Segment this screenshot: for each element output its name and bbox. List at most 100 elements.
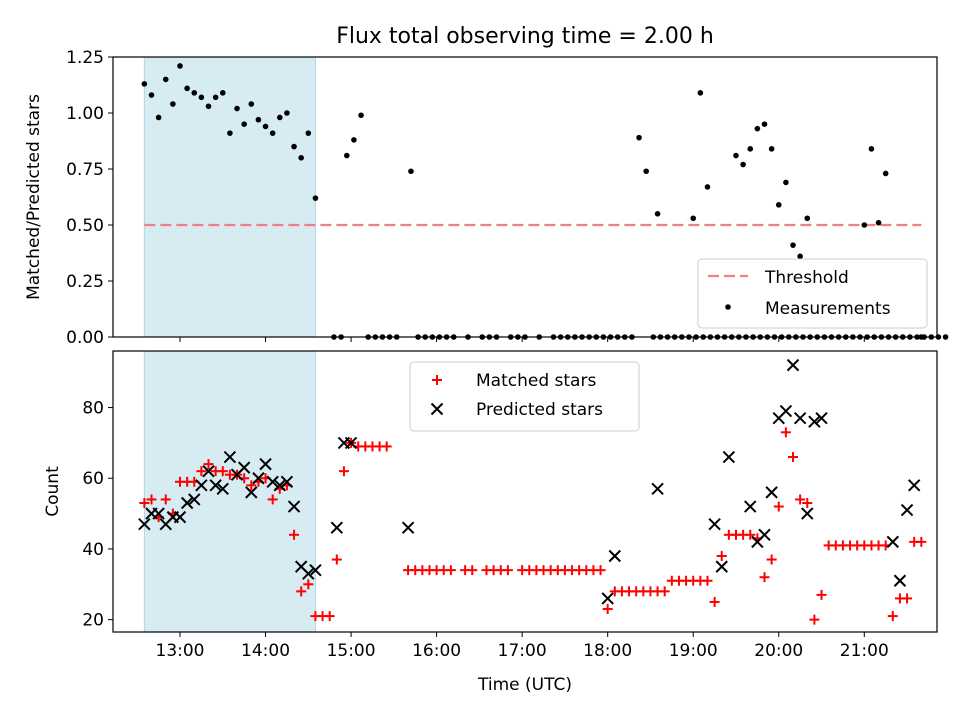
measurement-point [276, 114, 283, 121]
predicted-star-marker [273, 479, 287, 492]
matched-star-marker [802, 497, 813, 508]
measurement-point [358, 112, 364, 119]
matched-star-marker [595, 565, 606, 576]
top-axes-frame [112, 56, 938, 338]
predicted-star-marker [330, 521, 344, 534]
legend-predicted-label: Predicted stars [476, 400, 603, 420]
measurement-point [942, 334, 949, 340]
measurement-point [262, 123, 269, 130]
measurement-point [804, 215, 811, 222]
measurement-point [643, 168, 649, 175]
x-tick-label: 21:00 [840, 641, 889, 661]
measurement-point [198, 94, 205, 101]
observing-interval-shade [143, 56, 316, 338]
top-legend: Threshold Measurements [697, 258, 928, 329]
bottom-y-axis-label: Count [43, 466, 63, 517]
predicted-star-marker [715, 560, 728, 573]
predicted-star-marker [886, 535, 900, 549]
x-tick-label: 20:00 [754, 641, 803, 661]
predicted-star-marker [138, 517, 151, 531]
y-tick-label: 1.00 [66, 104, 104, 124]
x-tick-label: 15:00 [327, 641, 376, 661]
predicted-star-marker [237, 461, 251, 474]
predicted-star-marker [907, 479, 921, 492]
predicted-star-marker [779, 404, 793, 418]
predicted-star-marker [202, 464, 215, 478]
legend-predicted-swatch [430, 402, 444, 416]
predicted-star-marker [216, 482, 229, 496]
predicted-star-marker [808, 415, 821, 428]
matched-star-marker [196, 466, 207, 477]
predicted-star-marker [900, 503, 914, 517]
measurement-point [690, 215, 697, 222]
y-tick-label: 1.25 [66, 48, 104, 68]
y-tick-label: 60 [82, 469, 104, 489]
predicted-star-marker [245, 486, 258, 499]
measurement-point [861, 222, 868, 228]
predicted-star-marker [608, 549, 622, 563]
measurement-point [654, 211, 661, 217]
matched-star-marker [381, 441, 392, 452]
legend-threshold-label: Threshold [764, 268, 849, 288]
measurement-point [343, 152, 350, 159]
matched-star-marker [602, 604, 613, 615]
measurement-point [636, 134, 642, 141]
matched-star-marker [296, 586, 307, 597]
measurement-point [177, 63, 183, 69]
predicted-star-marker [259, 457, 272, 471]
matched-star-marker [773, 501, 784, 512]
matched-star-marker [745, 529, 756, 540]
matched-star-marker [267, 494, 278, 505]
legend-matched-label: Matched stars [476, 371, 596, 391]
legend-measurements-label: Measurements [765, 299, 891, 319]
y-tick-label: 40 [82, 540, 104, 560]
matched-stars-points [139, 427, 927, 625]
matched-star-marker [780, 427, 791, 438]
measurement-point [408, 168, 414, 175]
matched-star-marker [659, 586, 670, 597]
measurement-point [740, 161, 746, 168]
measurement-point [162, 76, 169, 83]
matched-star-marker [916, 536, 927, 547]
x-axis-label: Time (UTC) [477, 675, 572, 695]
matched-star-marker [303, 579, 314, 590]
predicted-star-marker [209, 479, 222, 492]
matched-star-marker [809, 614, 820, 625]
predicted-star-marker [793, 411, 807, 425]
measurement-point [219, 90, 226, 96]
bottom-y-axis: 20 40 60 80 [82, 399, 113, 631]
predicted-star-marker [252, 472, 265, 485]
measurement-point [882, 170, 889, 177]
top-x-ticks [179, 337, 865, 342]
predicted-star-marker [223, 450, 237, 464]
matched-star-marker [445, 565, 456, 576]
chart-title: Flux total observing time = 2.00 h [336, 24, 714, 49]
x-tick-label: 18:00 [583, 641, 632, 661]
matched-star-marker [203, 459, 214, 470]
predicted-star-marker [309, 563, 322, 577]
predicted-star-marker [744, 500, 757, 513]
matched-star-marker [502, 565, 513, 576]
matched-star-marker [788, 452, 799, 463]
predicted-star-marker [401, 521, 415, 534]
measurement-point [875, 219, 882, 226]
matched-star-marker [795, 494, 806, 505]
measurement-point [255, 116, 262, 123]
measurement-point [298, 155, 304, 161]
measurement-point [733, 152, 739, 159]
matched-star-marker [331, 554, 342, 565]
measurement-point [227, 130, 233, 136]
measurement-point [351, 137, 357, 143]
measurement-point [868, 146, 875, 152]
x-tick-label: 17:00 [498, 641, 547, 661]
measurement-point [790, 242, 796, 248]
matched-star-marker [217, 466, 228, 477]
predicted-star-marker [708, 517, 721, 531]
matched-star-marker [902, 593, 913, 604]
y-tick-label: 0.25 [66, 272, 104, 292]
predicted-star-marker [815, 411, 828, 425]
x-tick-label: 19:00 [669, 641, 718, 661]
legend-box [409, 361, 640, 432]
measurement-point [747, 146, 754, 152]
predicted-star-marker [195, 479, 208, 492]
